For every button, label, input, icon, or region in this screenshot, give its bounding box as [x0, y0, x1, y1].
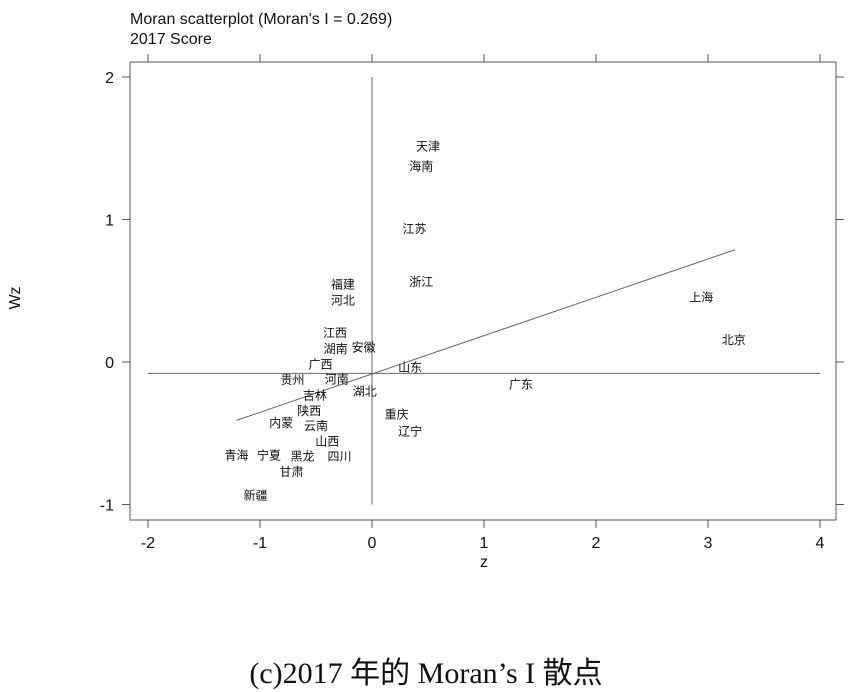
x-axis-label: z: [480, 554, 488, 571]
point-label: 湖南: [324, 341, 348, 356]
point-label: 上海: [689, 289, 713, 304]
figure-caption: (c)2017 年的 Moran’s I 散点: [249, 657, 603, 690]
point-label: 新疆: [244, 488, 268, 503]
x-tick-label: 1: [480, 535, 489, 552]
x-tick-label: 2: [592, 535, 601, 552]
point-label: 海南: [409, 158, 433, 173]
x-tick-label: -2: [141, 535, 155, 552]
x-tick-label: 3: [704, 535, 713, 552]
y-axis-label: Wz: [7, 286, 24, 309]
point-label: 湖北: [353, 384, 377, 399]
point-label: 河南: [325, 372, 349, 387]
point-label: 广西: [308, 357, 332, 371]
point-label: 宁夏: [257, 448, 281, 463]
point-label: 天津: [416, 139, 440, 153]
point-label: 重庆: [385, 407, 409, 421]
regression-line: [236, 249, 736, 421]
point-label: 四川: [328, 450, 352, 464]
y-tick-label: -1: [100, 498, 114, 515]
x-tick-label: 0: [368, 535, 377, 552]
chart-title: Moran scatterplot (Moran's I = 0.269): [130, 11, 392, 28]
y-tick-label: 1: [105, 213, 114, 230]
point-label: 江西: [323, 326, 347, 340]
point-label: 贵州: [280, 373, 304, 387]
point-label: 北京: [722, 333, 746, 347]
point-label: 福建: [331, 276, 355, 291]
x-tick-label: -1: [253, 535, 267, 552]
point-label: 辽宁: [398, 423, 422, 438]
point-label: 安徽: [352, 339, 376, 354]
point-label: 江苏: [403, 222, 427, 236]
point-label: 广东: [509, 377, 533, 391]
point-label: 内蒙: [269, 416, 293, 430]
point-label: 陕西: [297, 403, 321, 418]
point-label: 吉林: [303, 389, 327, 403]
point-label: 山东: [398, 360, 422, 374]
moran-scatterplot: Moran scatterplot (Moran's I = 0.269) 20…: [7, 11, 844, 571]
plot-frame: [129, 61, 837, 521]
x-tick-label: 4: [816, 535, 825, 552]
y-tick-label: 0: [105, 355, 114, 372]
point-label: 青海: [224, 448, 248, 463]
point-label: 黑龙: [291, 450, 315, 464]
point-label: 山西: [315, 434, 339, 448]
point-label: 浙江: [409, 275, 433, 289]
y-tick-label: 2: [105, 70, 114, 87]
chart-subtitle: 2017 Score: [130, 31, 212, 48]
point-label: 甘肃: [279, 465, 303, 479]
point-label: 云南: [304, 418, 328, 433]
point-label: 河北: [331, 293, 355, 307]
